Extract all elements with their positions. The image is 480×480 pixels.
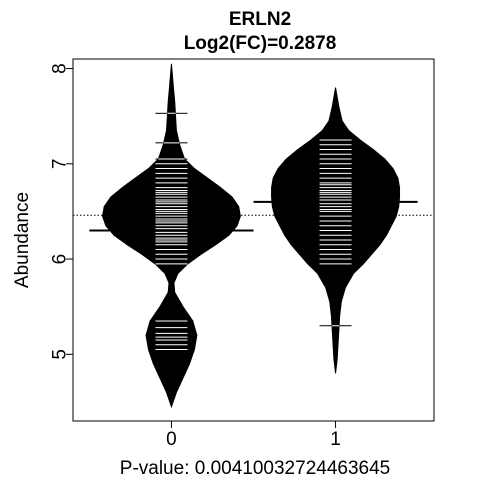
y-tick-label: 7	[50, 159, 71, 170]
plot-area: 5 6 7 8 0 1	[50, 59, 435, 450]
chart-subtitle: Log2(FC)=0.2878	[184, 33, 337, 54]
y-tick-label: 6	[50, 254, 71, 265]
chart-title: ERLN2	[229, 9, 291, 30]
y-tick-label: 8	[50, 63, 71, 74]
y-tick-label: 5	[50, 349, 71, 360]
x-axis-label: P-value: 0.00410032724463645	[120, 458, 390, 479]
x-tick-label: 1	[330, 429, 341, 450]
x-tick-label: 0	[166, 429, 177, 450]
y-axis-label: Abundance	[12, 192, 33, 288]
